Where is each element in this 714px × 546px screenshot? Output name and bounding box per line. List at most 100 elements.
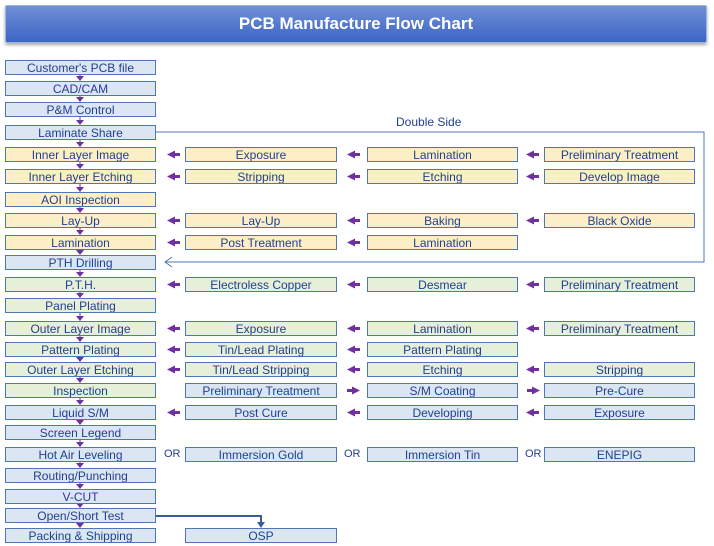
step-desmear: Desmear xyxy=(367,277,518,292)
step-screen-legend: Screen Legend xyxy=(5,425,156,440)
step-v-cut: V-CUT xyxy=(5,489,156,504)
flow-down-arrowhead xyxy=(76,164,84,169)
step-lamination: Lamination xyxy=(367,321,518,336)
step-electroless-copper: Electroless Copper xyxy=(185,277,337,292)
step-inner-layer-etching: Inner Layer Etching xyxy=(5,169,156,184)
flow-left-arrow xyxy=(526,365,539,374)
flow-right-arrow xyxy=(347,386,360,395)
step-outer-layer-image: Outer Layer Image xyxy=(5,321,156,336)
step-exposure: Exposure xyxy=(185,147,337,162)
step-hot-air-leveling: Hot Air Leveling xyxy=(5,447,156,462)
step-inner-layer-image: Inner Layer Image xyxy=(5,147,156,162)
flow-left-arrow xyxy=(347,345,360,354)
flow-down-arrowhead xyxy=(76,484,84,489)
flow-down-arrowhead xyxy=(76,76,84,81)
step-exposure: Exposure xyxy=(544,405,695,420)
flow-down-arrowhead xyxy=(76,420,84,425)
flow-left-arrow xyxy=(167,280,180,289)
step-inspection: Inspection xyxy=(5,383,156,398)
flow-down-arrowhead xyxy=(76,523,84,528)
step-customer-s-pcb-file: Customer's PCB file xyxy=(5,60,156,75)
flow-left-arrow xyxy=(347,408,360,417)
step-lay-up: Lay-Up xyxy=(5,213,156,228)
step-black-oxide: Black Oxide xyxy=(544,213,695,228)
step-developing: Developing xyxy=(367,405,518,420)
page-title: PCB Manufacture Flow Chart xyxy=(238,14,474,33)
connector-layer xyxy=(76,75,705,528)
step-post-cure: Post Cure xyxy=(185,405,337,420)
step-panel-plating: Panel Plating xyxy=(5,298,156,313)
step-aoi-inspection: AOI Inspection xyxy=(5,192,156,207)
step-p-t-h: P.T.H. xyxy=(5,277,156,292)
step-outer-layer-etching: Outer Layer Etching xyxy=(5,362,156,377)
flow-left-arrow xyxy=(526,280,539,289)
step-cad-cam: CAD/CAM xyxy=(5,81,156,96)
flow-down-arrowhead xyxy=(76,293,84,298)
step-exposure: Exposure xyxy=(185,321,337,336)
flow-down-arrowhead xyxy=(76,97,84,102)
step-lamination: Lamination xyxy=(5,235,156,250)
flow-down-arrowhead xyxy=(76,230,84,235)
flow-down-arrowhead xyxy=(76,250,84,255)
flow-down-arrowhead xyxy=(76,316,84,321)
step-tin-lead-stripping: Tin/Lead Stripping xyxy=(185,362,337,377)
step-etching: Etching xyxy=(367,362,518,377)
flow-left-arrow xyxy=(347,150,360,159)
step-open-short-test: Open/Short Test xyxy=(5,508,156,523)
step-pattern-plating: Pattern Plating xyxy=(5,342,156,357)
flow-left-arrow xyxy=(526,150,539,159)
flow-down-arrowhead xyxy=(76,463,84,468)
step-lamination: Lamination xyxy=(367,147,518,162)
double-side-label: Double Side xyxy=(396,115,462,129)
step-etching: Etching xyxy=(367,169,518,184)
flow-down-arrowhead xyxy=(76,337,84,342)
step-pre-cure: Pre-Cure xyxy=(544,383,695,398)
flow-left-arrow xyxy=(167,150,180,159)
flow-left-arrow xyxy=(347,324,360,333)
or-label: OR xyxy=(164,448,181,460)
flow-right-arrow xyxy=(527,386,540,395)
flow-left-arrow xyxy=(347,216,360,225)
step-liquid-s-m: Liquid S/M xyxy=(5,405,156,420)
flow-left-arrow xyxy=(167,172,180,181)
flow-left-arrow xyxy=(167,365,180,374)
double-side-connector xyxy=(156,131,705,263)
flow-left-arrow xyxy=(347,238,360,247)
flow-down-arrowhead xyxy=(76,120,84,125)
step-pattern-plating: Pattern Plating xyxy=(367,342,518,357)
step-stripping: Stripping xyxy=(185,169,337,184)
flow-down-arrowhead xyxy=(76,378,84,383)
flow-left-arrow xyxy=(526,172,539,181)
double-side-arrowhead xyxy=(164,256,173,268)
step-osp: OSP xyxy=(185,528,337,543)
step-immersion-tin: Immersion Tin xyxy=(367,447,518,462)
step-enepig: ENEPIG xyxy=(544,447,695,462)
step-routing-punching: Routing/Punching xyxy=(5,468,156,483)
flow-left-arrow xyxy=(167,216,180,225)
flow-left-arrow xyxy=(167,238,180,247)
osp-arrowhead xyxy=(257,522,265,528)
step-baking: Baking xyxy=(367,213,518,228)
osp-connector xyxy=(156,515,262,524)
flow-left-arrow xyxy=(347,172,360,181)
step-post-treatment: Post Treatment xyxy=(185,235,337,250)
step-p-m-control: P&M Control xyxy=(5,102,156,117)
step-tin-lead-plating: Tin/Lead Plating xyxy=(185,342,337,357)
step-laminate-share: Laminate Share xyxy=(5,125,156,140)
flow-left-arrow xyxy=(347,365,360,374)
step-lay-up: Lay-Up xyxy=(185,213,337,228)
step-preliminary-treatment: Preliminary Treatment xyxy=(185,383,337,398)
or-label: OR xyxy=(344,448,361,460)
flow-left-arrow xyxy=(167,408,180,417)
flow-down-arrowhead xyxy=(76,272,84,277)
step-s-m-coating: S/M Coating xyxy=(367,383,518,398)
step-preliminary-treatment: Preliminary Treatment xyxy=(544,147,695,162)
flow-down-arrowhead xyxy=(76,400,84,405)
flow-down-arrowhead xyxy=(76,208,84,213)
flow-down-arrowhead xyxy=(76,187,84,192)
step-preliminary-treatment: Preliminary Treatment xyxy=(544,277,695,292)
title-bar: PCB Manufacture Flow Chart xyxy=(5,5,707,43)
step-lamination: Lamination xyxy=(367,235,518,250)
flow-left-arrow xyxy=(167,345,180,354)
